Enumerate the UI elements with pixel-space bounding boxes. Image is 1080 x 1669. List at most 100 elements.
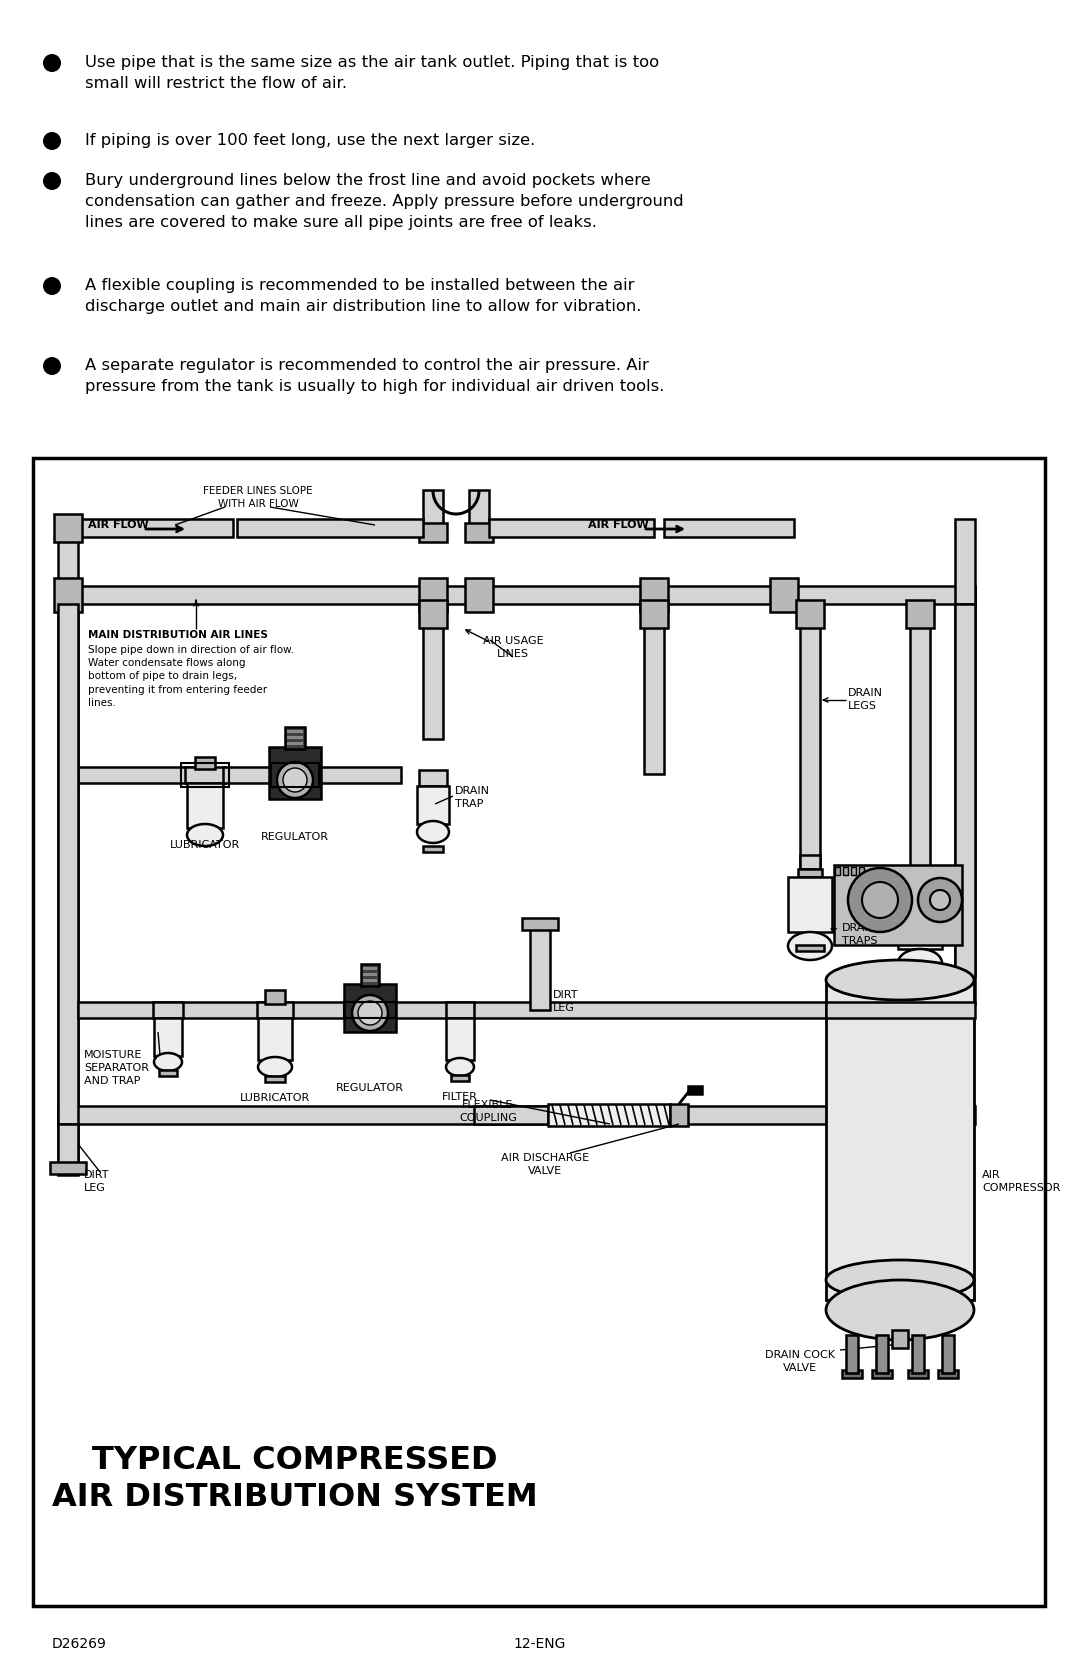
- Bar: [363, 973, 377, 976]
- Bar: [153, 1001, 183, 1018]
- Text: FILTER: FILTER: [442, 1092, 478, 1102]
- Text: AIR FLOW: AIR FLOW: [588, 521, 649, 531]
- Ellipse shape: [258, 1056, 292, 1077]
- Bar: [33, 457, 1045, 1606]
- Bar: [670, 1103, 688, 1127]
- Bar: [285, 728, 305, 749]
- Bar: [770, 577, 798, 613]
- Bar: [942, 1335, 954, 1374]
- Bar: [58, 519, 78, 604]
- Text: FLEXIBLE
COUPLING: FLEXIBLE COUPLING: [459, 1100, 517, 1123]
- Bar: [788, 876, 832, 931]
- Bar: [910, 604, 930, 885]
- Bar: [530, 920, 550, 1010]
- Bar: [446, 1018, 474, 1060]
- Bar: [842, 1370, 862, 1379]
- Text: AIR FLOW: AIR FLOW: [87, 521, 149, 531]
- Bar: [851, 866, 856, 875]
- Bar: [906, 961, 934, 968]
- Circle shape: [43, 357, 60, 376]
- Bar: [154, 1018, 183, 1056]
- Ellipse shape: [826, 1280, 974, 1340]
- Circle shape: [43, 277, 60, 295]
- Text: A separate regulator is recommended to control the air pressure. Air
pressure fr: A separate regulator is recommended to c…: [85, 357, 664, 394]
- Bar: [50, 1162, 86, 1173]
- Ellipse shape: [417, 821, 449, 843]
- Bar: [859, 866, 864, 875]
- Text: If piping is over 100 feet long, use the next larger size.: If piping is over 100 feet long, use the…: [85, 134, 536, 149]
- Bar: [800, 855, 820, 870]
- Bar: [796, 599, 824, 628]
- Text: REGULATOR: REGULATOR: [336, 1083, 404, 1093]
- Ellipse shape: [826, 1260, 974, 1300]
- Bar: [465, 522, 492, 542]
- Bar: [955, 519, 975, 604]
- Circle shape: [283, 768, 307, 793]
- Bar: [640, 577, 669, 613]
- Bar: [419, 577, 447, 613]
- Bar: [798, 870, 822, 876]
- Text: DIRT
LEG: DIRT LEG: [553, 990, 579, 1013]
- Bar: [876, 1335, 888, 1374]
- Circle shape: [918, 878, 962, 921]
- Bar: [955, 604, 975, 1005]
- Bar: [465, 577, 492, 613]
- Bar: [908, 886, 932, 895]
- Text: 12-ENG: 12-ENG: [514, 1637, 566, 1651]
- Text: MAIN DISTRIBUTION AIR LINES: MAIN DISTRIBUTION AIR LINES: [87, 629, 268, 639]
- Bar: [872, 1370, 892, 1379]
- Text: DRAIN
TRAP: DRAIN TRAP: [455, 786, 490, 809]
- Bar: [419, 522, 447, 542]
- Bar: [159, 1070, 177, 1077]
- Bar: [417, 786, 449, 824]
- Ellipse shape: [446, 1058, 474, 1077]
- Bar: [345, 985, 396, 1031]
- Bar: [826, 980, 974, 1300]
- Bar: [361, 965, 379, 986]
- Bar: [419, 599, 447, 628]
- Bar: [187, 783, 222, 828]
- Text: DRAIN COCK
VALVE: DRAIN COCK VALVE: [765, 1350, 835, 1374]
- Bar: [826, 1001, 975, 1018]
- Text: D26269: D26269: [52, 1637, 107, 1651]
- Bar: [287, 743, 303, 744]
- Bar: [237, 519, 423, 537]
- Bar: [287, 736, 303, 739]
- Ellipse shape: [826, 960, 974, 1000]
- Bar: [835, 866, 840, 875]
- Bar: [54, 577, 82, 613]
- Bar: [640, 599, 669, 628]
- Text: FEEDER LINES SLOPE
WITH AIR FLOW: FEEDER LINES SLOPE WITH AIR FLOW: [203, 486, 313, 509]
- Bar: [644, 604, 664, 774]
- Bar: [834, 865, 962, 945]
- Bar: [423, 604, 443, 739]
- Bar: [321, 768, 401, 783]
- Bar: [58, 1123, 78, 1163]
- Bar: [58, 519, 233, 537]
- Bar: [910, 871, 930, 886]
- Text: AIR
COMPRESSOR: AIR COMPRESSOR: [982, 1170, 1061, 1193]
- Bar: [522, 918, 558, 930]
- Bar: [185, 768, 225, 783]
- Bar: [257, 1001, 293, 1018]
- Bar: [451, 1075, 469, 1082]
- Text: Use pipe that is the same size as the air tank outlet. Piping that is too
small : Use pipe that is the same size as the ai…: [85, 55, 659, 92]
- Text: REGULATOR: REGULATOR: [261, 833, 329, 841]
- Text: AIR USAGE
LINES: AIR USAGE LINES: [483, 636, 543, 659]
- Bar: [688, 1087, 702, 1093]
- Bar: [78, 1001, 945, 1018]
- Bar: [78, 768, 205, 783]
- Bar: [222, 768, 275, 783]
- Bar: [548, 1103, 670, 1127]
- Ellipse shape: [187, 824, 222, 846]
- Bar: [58, 596, 78, 1175]
- Text: A flexible coupling is recommended to be installed between the air
discharge out: A flexible coupling is recommended to be…: [85, 279, 642, 314]
- Bar: [469, 491, 489, 537]
- Bar: [287, 729, 303, 733]
- Bar: [54, 514, 82, 542]
- Bar: [897, 895, 942, 950]
- Bar: [843, 866, 848, 875]
- Ellipse shape: [788, 931, 832, 960]
- Text: Slope pipe down in direction of air flow.
Water condensate flows along
bottom of: Slope pipe down in direction of air flow…: [87, 644, 294, 708]
- Bar: [939, 1370, 958, 1379]
